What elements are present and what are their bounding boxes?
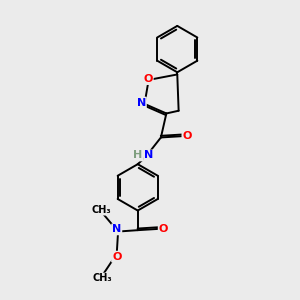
Text: N: N (144, 151, 153, 160)
Text: O: O (159, 224, 168, 234)
Text: H: H (133, 151, 142, 160)
Text: O: O (112, 252, 122, 262)
Text: N: N (112, 224, 122, 234)
Text: O: O (143, 74, 153, 84)
Text: CH₃: CH₃ (92, 274, 112, 284)
Text: O: O (182, 131, 192, 141)
Text: N: N (136, 98, 146, 107)
Text: CH₃: CH₃ (92, 205, 112, 215)
